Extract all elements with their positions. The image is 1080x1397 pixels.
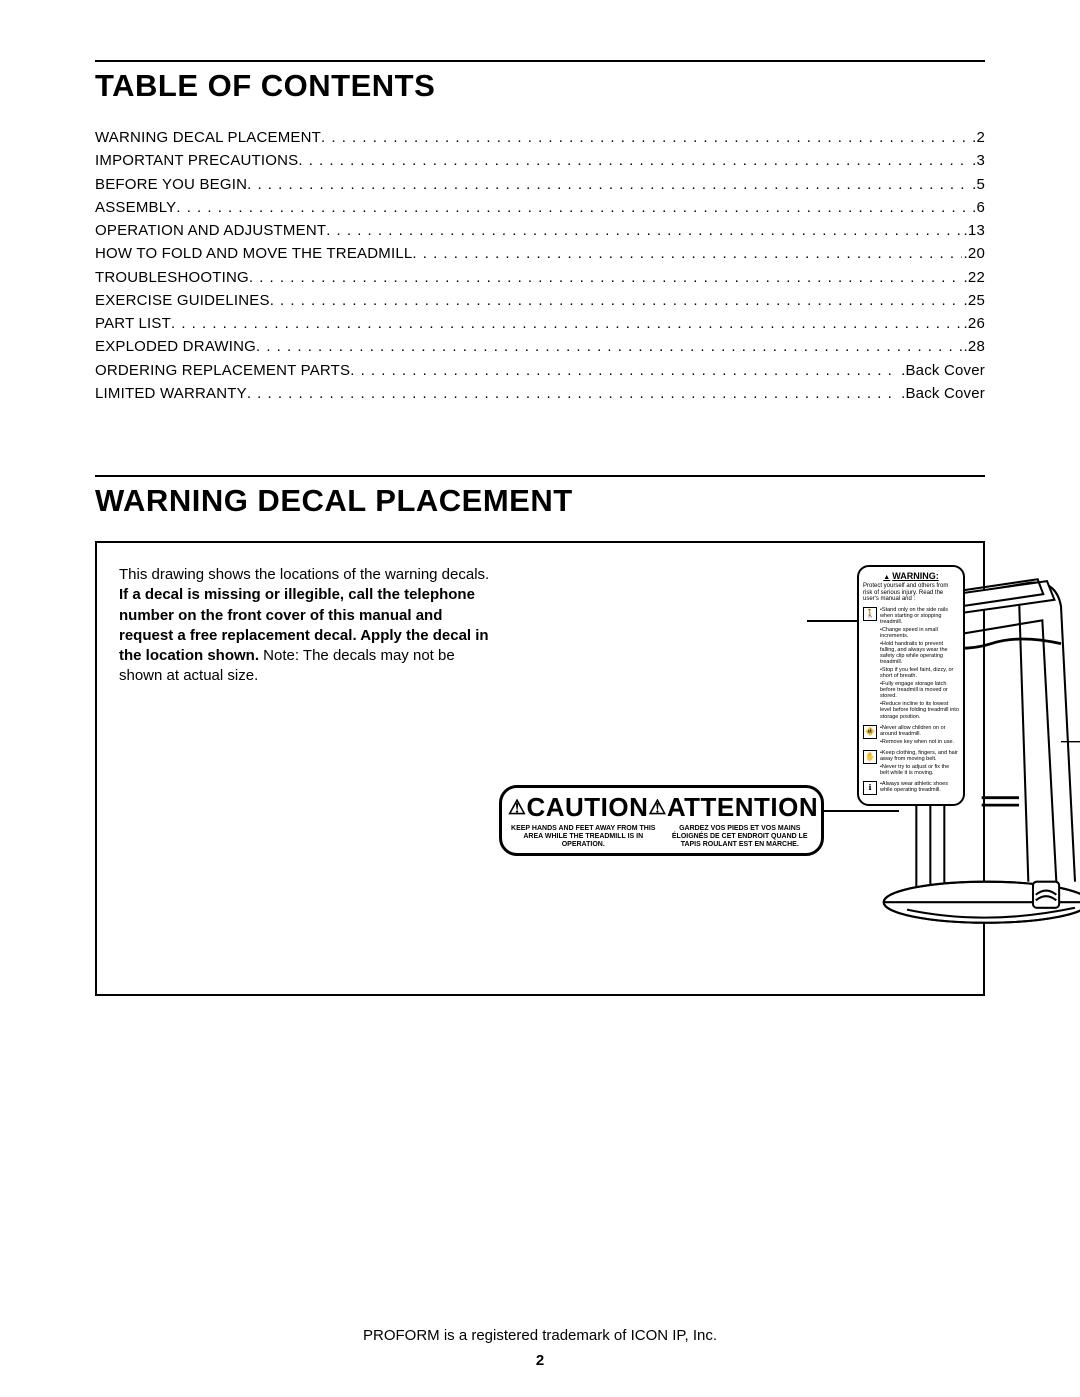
toc-leader-dots [249, 266, 962, 289]
toc-row: LIMITED WARRANTY .Back Cover [95, 382, 985, 405]
warning-line: •Keep clothing, fingers, and hair away f… [880, 750, 959, 762]
toc-label: BEFORE YOU BEGIN [95, 173, 247, 196]
toc-page: .Back Cover [899, 382, 985, 405]
toc-leader-dots [171, 312, 962, 335]
toc-page: .28 [962, 335, 985, 358]
decal-figure-box: This drawing shows the locations of the … [95, 541, 985, 996]
toc-page: .20 [962, 242, 985, 265]
fig-intro-1: This drawing shows the locations of the … [119, 566, 489, 583]
person-icon: 🚶 [863, 607, 877, 621]
toc-page: .5 [970, 173, 985, 196]
toc-page: .2 [970, 126, 985, 149]
toc-page: .22 [962, 266, 985, 289]
toc-label: WARNING DECAL PLACEMENT [95, 126, 321, 149]
warning-item-text: •Always wear athletic shoes while operat… [880, 781, 959, 795]
warning-line: •Hold handrails to prevent falling, and … [880, 641, 959, 665]
toc-label: OPERATION AND ADJUSTMENT [95, 219, 326, 242]
toc-heading: TABLE OF CONTENTS [95, 68, 985, 104]
toc-leader-dots [326, 219, 961, 242]
warning-item: 🚸•Never allow children on or around trea… [863, 725, 959, 747]
warning-item: 🚶•Stand only on the side rails when star… [863, 607, 959, 722]
warning-label-decal: WARNING: Protect yourself and others fro… [857, 565, 965, 806]
toc-leader-dots [321, 126, 970, 149]
warning-line: •Change speed in small increments. [880, 627, 959, 639]
toc-label: LIMITED WARRANTY [95, 382, 247, 405]
toc-row: OPERATION AND ADJUSTMENT .13 [95, 219, 985, 242]
hand-icon: ✋ [863, 750, 877, 764]
caution-en: CAUTION [526, 792, 648, 823]
toc-label: PART LIST [95, 312, 171, 335]
warning-line: •Stop if you feel faint, dizzy, or short… [880, 667, 959, 679]
warning-line: •Fully engage storage latch before tread… [880, 681, 959, 699]
toc-leader-dots [298, 149, 970, 172]
toc-label: IMPORTANT PRECAUTIONS [95, 149, 298, 172]
warning-item-text: •Keep clothing, fingers, and hair away f… [880, 750, 959, 778]
toc-page: .25 [962, 289, 985, 312]
toc-label: HOW TO FOLD AND MOVE THE TREADMILL [95, 242, 412, 265]
toc-row: ASSEMBLY .6 [95, 196, 985, 219]
toc-page: .Back Cover [899, 359, 985, 382]
warning-item: ℹ•Always wear athletic shoes while opera… [863, 781, 959, 795]
warning-item-text: •Never allow children on or around tread… [880, 725, 959, 747]
warning-line: •Never allow children on or around tread… [880, 725, 959, 737]
toc-leader-dots [270, 289, 962, 312]
warning-line: •Remove key when not in use. [880, 739, 959, 745]
warning-line: •Always wear athletic shoes while operat… [880, 781, 959, 793]
warning-label-title: WARNING: [863, 571, 959, 581]
toc-label: EXPLODED DRAWING [95, 335, 256, 358]
warning-line: •Reduce incline to its lowest level befo… [880, 701, 959, 719]
toc-leader-dots [176, 196, 970, 219]
child-icon: 🚸 [863, 725, 877, 739]
warning-item: ✋•Keep clothing, fingers, and hair away … [863, 750, 959, 778]
toc-leader-dots [256, 335, 962, 358]
toc-label: TROUBLESHOOTING [95, 266, 249, 289]
caution-decal: ⚠ CAUTION ⚠ ATTENTION KEEP HANDS AND FEE… [499, 785, 824, 856]
toc-row: HOW TO FOLD AND MOVE THE TREADMILL .20 [95, 242, 985, 265]
warning-label-intro: Protect yourself and others from risk of… [863, 583, 959, 603]
toc-row: TROUBLESHOOTING .22 [95, 266, 985, 289]
toc-row: EXPLODED DRAWING .28 [95, 335, 985, 358]
caution-body-fr: GARDEZ VOS PIEDS ET VOS MAINS ÉLOIGNÉS D… [665, 825, 816, 849]
toc-row: PART LIST .26 [95, 312, 985, 335]
toc-leader-dots [350, 359, 899, 382]
warning-triangle-icon: ⚠ [508, 795, 526, 820]
top-rule [95, 60, 985, 62]
toc-label: ASSEMBLY [95, 196, 176, 219]
toc-row: ORDERING REPLACEMENT PARTS .Back Cover [95, 359, 985, 382]
toc-leader-dots [247, 173, 970, 196]
wdp-heading: WARNING DECAL PLACEMENT [95, 483, 985, 519]
warning-line: •Never try to adjust or fix the belt whi… [880, 764, 959, 776]
mid-rule [95, 475, 985, 477]
toc-page: .26 [962, 312, 985, 335]
warning-line: •Stand only on the side rails when start… [880, 607, 959, 625]
toc-label: EXERCISE GUIDELINES [95, 289, 270, 312]
page-number: 2 [0, 1352, 1080, 1369]
toc-leader-dots [247, 382, 899, 405]
table-of-contents: WARNING DECAL PLACEMENT.2IMPORTANT PRECA… [95, 126, 985, 405]
toc-row: WARNING DECAL PLACEMENT .2 [95, 126, 985, 149]
toc-row: IMPORTANT PRECAUTIONS .3 [95, 149, 985, 172]
warning-triangle-icon: ⚠ [648, 795, 666, 820]
leader-line [807, 620, 857, 622]
warning-item-text: •Stand only on the side rails when start… [880, 607, 959, 722]
info-icon: ℹ [863, 781, 877, 795]
page-footer: PROFORM is a registered trademark of ICO… [0, 1327, 1080, 1369]
toc-row: BEFORE YOU BEGIN .5 [95, 173, 985, 196]
toc-row: EXERCISE GUIDELINES .25 [95, 289, 985, 312]
toc-page: .13 [962, 219, 985, 242]
figure-description: This drawing shows the locations of the … [119, 565, 499, 976]
toc-page: .3 [970, 149, 985, 172]
toc-page: .6 [970, 196, 985, 219]
caution-fr: ATTENTION [667, 792, 818, 823]
toc-leader-dots [412, 242, 961, 265]
toc-label: ORDERING REPLACEMENT PARTS [95, 359, 350, 382]
caution-body-en: KEEP HANDS AND FEET AWAY FROM THIS AREA … [508, 825, 659, 849]
trademark-notice: PROFORM is a registered trademark of ICO… [0, 1327, 1080, 1344]
